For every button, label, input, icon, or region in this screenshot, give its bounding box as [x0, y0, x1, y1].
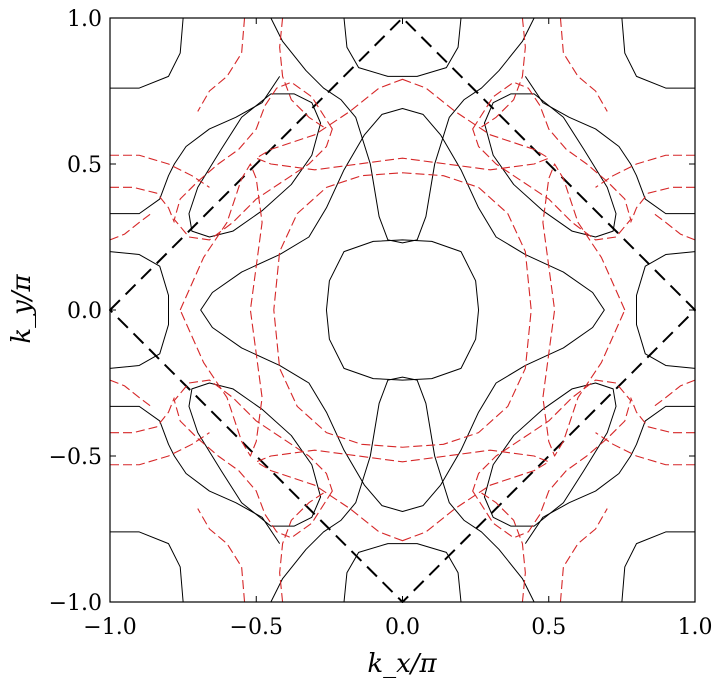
x-tick-label: −0.5: [230, 615, 283, 640]
contour-line-dashed-red: [197, 508, 246, 603]
contour-line-solid-black: [524, 405, 695, 544]
contour-line-dashed-red: [110, 186, 175, 223]
contour-line-dashed-red: [110, 432, 210, 466]
contour-line-dashed-red: [173, 81, 333, 241]
y-tick-label: 0.0: [67, 299, 102, 324]
contour-line-solid-black: [325, 239, 480, 381]
y-tick-label: 0.5: [67, 153, 102, 178]
y-tick-label: −1.0: [49, 591, 102, 616]
contour-line-dashed-red: [630, 186, 695, 223]
contour-line-dashed-red: [255, 449, 550, 542]
contour-curves: [109, 17, 696, 603]
contour-line-dashed-red: [478, 17, 526, 130]
contour-line-solid-black: [343, 17, 462, 77]
contour-line-dashed-red: [630, 397, 695, 434]
x-tick-label: 0.0: [385, 615, 420, 640]
contour-line-dashed-red: [110, 397, 175, 434]
y-tick-label: −0.5: [49, 445, 102, 470]
contour-line-dashed-red: [472, 81, 632, 241]
contour-line-dashed-red: [595, 432, 695, 466]
contour-line-dashed-red: [279, 17, 327, 130]
contour-line-dashed-red: [197, 17, 246, 112]
x-tick-label: −1.0: [83, 615, 136, 640]
x-axis-label: k_x/π: [367, 649, 437, 679]
contour-line-dashed-red: [273, 172, 532, 448]
contour-line-dashed-red: [653, 379, 696, 407]
contour-line-dashed-red: [559, 17, 608, 112]
contour-line-dashed-red: [478, 490, 526, 603]
contour-line-dashed-red: [255, 78, 550, 171]
contour-line-dashed-red: [559, 508, 608, 603]
contour-line-solid-black: [636, 251, 696, 369]
contour-line-solid-black: [621, 17, 695, 89]
contour-line-solid-black: [270, 376, 535, 603]
contour-line-dashed-red: [179, 163, 263, 457]
y-axis-label: k_y/π: [7, 273, 37, 343]
contour-line-dashed-red: [279, 490, 327, 603]
contour-line-dashed-red: [542, 163, 626, 457]
contour-line-solid-black: [110, 405, 281, 544]
y-tick-label: 1.0: [67, 7, 102, 32]
contour-line-dashed-red: [472, 379, 632, 539]
contour-line-solid-black: [188, 93, 322, 238]
contour-line-dashed-red: [653, 213, 696, 241]
contour-line-solid-black: [524, 76, 695, 215]
x-tick-label: 1.0: [678, 615, 713, 640]
brillouin-zone-boundary: [109, 17, 696, 603]
contour-line-solid-black: [200, 108, 605, 512]
contour-line-dashed-red: [110, 154, 210, 188]
contour-line-dashed-red: [595, 154, 695, 188]
contour-line-dashed-red: [173, 379, 333, 539]
contour-line-solid-black: [110, 17, 184, 89]
contour-line-solid-black: [188, 382, 322, 527]
contour-line-solid-black: [621, 531, 695, 603]
contour-line-solid-black: [110, 76, 281, 215]
contour-line-solid-black: [483, 93, 617, 238]
contour-line-solid-black: [483, 382, 617, 527]
plot-frame: [109, 17, 696, 603]
contour-line-dashed-red: [109, 379, 152, 407]
x-tick-label: 0.5: [531, 615, 566, 640]
contour-line-solid-black: [343, 543, 462, 603]
contour-line-solid-black: [270, 17, 535, 244]
contour-line-solid-black: [110, 531, 184, 603]
axis-ticks: −1.0 −0.5 0.0 0.5 1.0 −1.0 −0.5 0.0 0.5 1.0: [49, 7, 713, 640]
contour-line-dashed-red: [109, 213, 152, 241]
contour-line-solid-black: [109, 251, 169, 369]
